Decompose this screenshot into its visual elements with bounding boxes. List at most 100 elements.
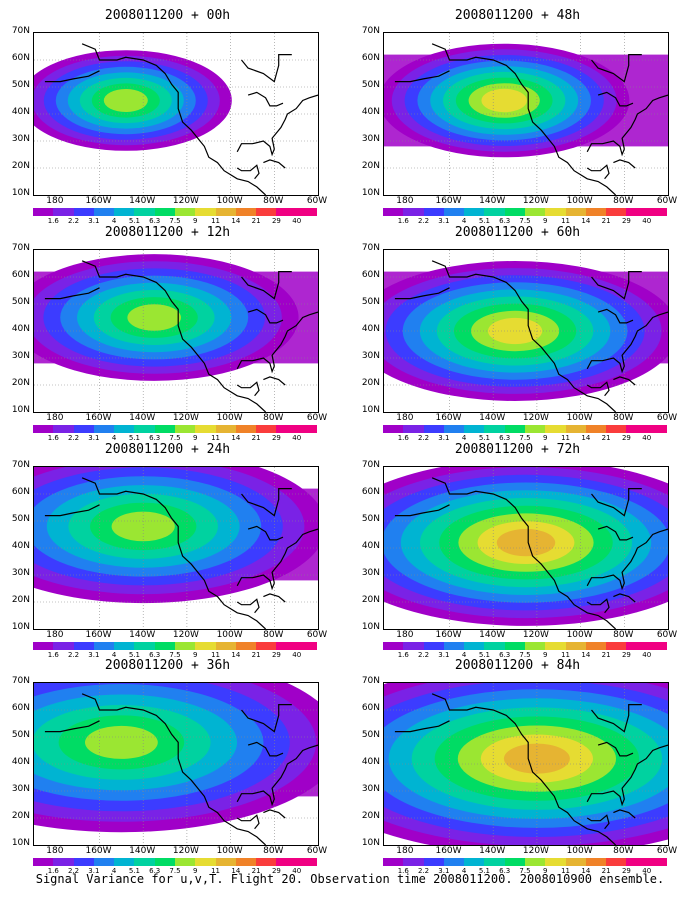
lon-tick-label: 100W [216,846,243,856]
colorbar-tick-label: 7.5 [169,434,181,442]
colorbar-swatch [585,208,607,216]
colorbar-swatch [524,425,546,433]
colorbar-swatch [443,642,465,650]
colorbar-tick-label: 29 [271,217,281,225]
coastline [586,381,610,397]
panel-title: 2008011200 + 84h [454,658,581,673]
colorbar-swatch [235,858,257,866]
colorbar-tick-label: 1.6 [397,651,409,659]
colorbar-tick-label: 29 [271,651,281,659]
colorbar-tick-label: 2.2 [417,651,430,659]
map-plot [33,32,319,196]
lat-tick-label: 20N [11,811,30,821]
colorbar-swatch [383,642,404,650]
colorbar-tick-label: 4 [461,651,467,659]
colorbar-tick-label: 3.1 [438,651,450,659]
colorbar-swatch [524,208,546,216]
colorbar-tick-label: 3.1 [88,867,100,875]
colorbar-tick-label: 6.3 [499,867,511,875]
colorbar-swatch [73,425,94,433]
colorbar-swatch [626,425,647,433]
lon-tick-label: 160W [435,846,462,856]
map-panel-36h: 2008011200 + 36h 70N 60N 50N 40N 30N 20N 10N 180… [0,658,335,875]
colorbar-swatch [134,858,155,866]
coastline [613,809,636,819]
colorbar-swatch [53,425,74,433]
lat-tick-label: 50N [361,514,380,524]
colorbar-swatch [565,858,586,866]
lat-tick-label: 70N [361,243,380,253]
lon-tick-label: 60W [656,846,678,856]
lon-tick-label: 60W [656,196,678,206]
lon-tick-label: 60W [656,630,678,640]
coastline [591,704,642,733]
lat-tick-label: 40N [11,107,30,117]
lon-tick-label: 180 [396,196,414,206]
coastline [236,528,318,591]
lat-tick-label: 30N [361,568,380,578]
lat-tick-label: 50N [11,514,30,524]
colorbar-tick-label: 11 [211,434,221,442]
colorbar-swatch [73,858,94,866]
colorbar-tick-label: 1.6 [47,651,59,659]
colorbar-swatch [484,642,505,650]
contour-band [127,304,181,331]
coastline [591,54,642,83]
colorbar-swatch [134,642,155,650]
colorbar-swatch [195,858,216,866]
lat-tick-label: 60N [11,53,30,63]
colorbar-swatch [606,208,627,216]
colorbar-swatch [545,425,566,433]
lat-tick-label: 70N [11,243,30,253]
colorbar-swatch [403,208,424,216]
coastline [236,598,260,614]
coastline [236,311,318,374]
lat-tick-label: 10N [361,838,380,848]
colorbar-swatch [154,858,175,866]
colorbar-swatch [545,642,566,650]
lon-tick-label: 180 [46,630,64,640]
lon-tick-label: 140W [479,846,506,856]
map-panel-48h: 2008011200 + 48h 70N 60N 50N 40N 30N 20N 10N 180… [350,8,685,225]
lon-tick-label: 80W [613,846,634,856]
colorbar-tick-label: 6.3 [149,434,161,442]
lat-tick-label: 70N [361,676,380,686]
lon-tick-label: 120W [522,196,549,206]
colorbar-swatch [33,425,54,433]
lon-tick-label: 120W [172,196,199,206]
coastline [263,809,286,819]
colorbar-tick-label: 3.1 [438,867,450,875]
colorbar-swatch [646,858,667,866]
colorbar-swatch [174,425,196,433]
lon-tick-label: 80W [263,846,284,856]
lat-tick-label: 30N [11,351,30,361]
map-panel-60h: 2008011200 + 60h 70N 60N 50N 40N 30N 20N 10N 180… [350,225,685,442]
coastline [394,720,450,733]
colorbar-swatch [114,425,135,433]
colorbar-swatch [276,642,297,650]
coastline [613,593,636,603]
colorbar-swatch [403,642,424,650]
lon-tick-label: 120W [522,630,549,640]
map-plot [33,466,319,630]
colorbar-swatch [504,858,525,866]
lon-tick-label: 100W [216,413,243,423]
coastline [613,159,636,169]
coastline [597,308,634,324]
lat-tick-label: 40N [361,107,380,117]
coastline [236,164,260,180]
coastline [597,741,634,757]
colorbar-swatch [296,208,317,216]
colorbar-swatch [134,208,155,216]
colorbar-swatch [464,858,485,866]
lat-tick-label: 10N [361,622,380,632]
colorbar-swatch [73,642,94,650]
colorbar-swatch [646,425,667,433]
colorbar-swatch [484,858,505,866]
colorbar-tick-label: 21 [601,651,611,659]
colorbar-swatch [464,425,485,433]
colorbar-swatch [235,425,257,433]
lon-tick-label: 60W [656,413,678,423]
lat-tick-label: 30N [11,784,30,794]
coastline [586,528,668,591]
